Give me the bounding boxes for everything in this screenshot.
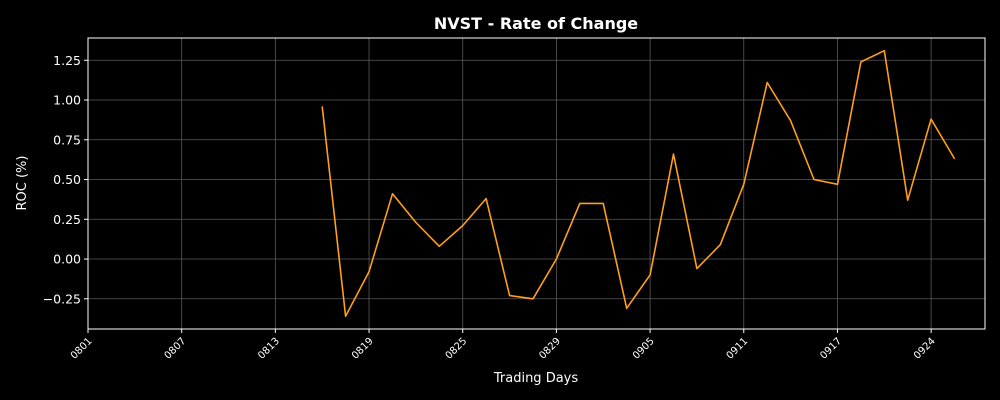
y-tick-label: 0.75 [53, 132, 81, 147]
chart-title: NVST - Rate of Change [434, 14, 638, 33]
grid-layer [87, 38, 985, 329]
y-tick-label: 0.25 [53, 212, 81, 227]
y-tick-label: 0.50 [53, 172, 81, 187]
y-axis-label: ROC (%) [15, 156, 30, 211]
y-tick-label: 0.00 [53, 252, 81, 267]
roc-series-line [321, 49, 956, 318]
plot-frame [87, 37, 986, 330]
x-axis-label: Trading Days [493, 371, 578, 386]
y-tick-label: 1.00 [53, 93, 81, 108]
y-tick-label: −0.25 [43, 291, 81, 306]
y-tick-label: 1.25 [53, 53, 81, 68]
